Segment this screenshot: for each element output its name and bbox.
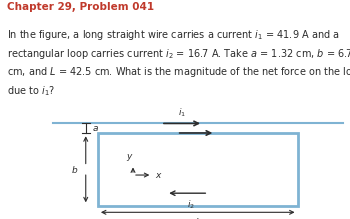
Text: $i_2$: $i_2$ [187,199,195,211]
Text: In the figure, a long straight wire carries a current $i_1$ = 41.9 A and a
recta: In the figure, a long straight wire carr… [7,28,350,98]
Text: $x$: $x$ [155,171,163,180]
Text: $a$: $a$ [92,124,99,133]
Text: $L$: $L$ [195,216,201,219]
Text: $b$: $b$ [71,164,78,175]
Text: $i_1$: $i_1$ [178,107,186,119]
Text: Chapter 29, Problem 041: Chapter 29, Problem 041 [7,2,154,12]
Bar [98,133,298,206]
Text: $y$: $y$ [126,152,134,163]
